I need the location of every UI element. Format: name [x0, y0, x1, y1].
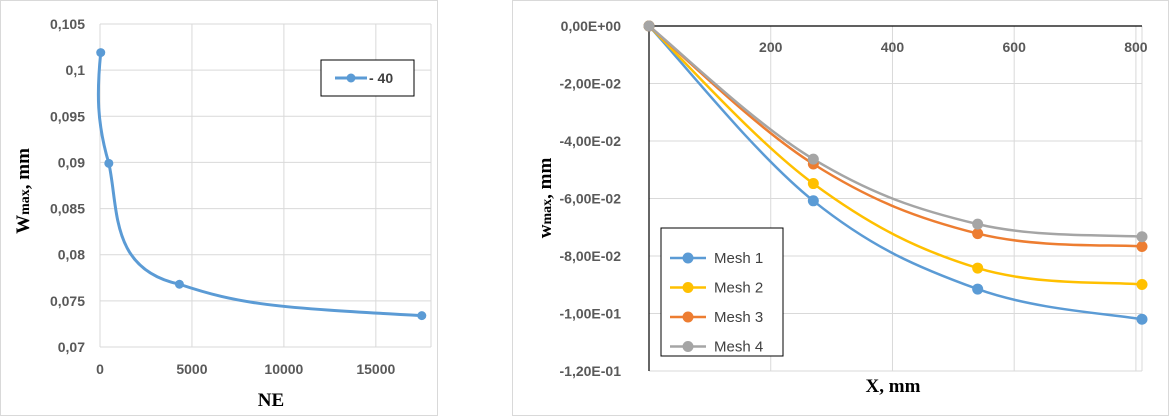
- left-legend-box: [320, 59, 415, 97]
- right-y-tick-label: -2,00E-02: [560, 76, 622, 92]
- right-legend: Mesh 1 Mesh 2 Mesh 3 Mesh 4: [660, 227, 784, 357]
- left-chart: 0,07 0,075 0,08 0,085 0,09 0,095 0,1 0,105 0 500…: [13, 16, 432, 411]
- left-x-tick-labels: 0 5000 10000 15000: [96, 361, 395, 377]
- right-y-tick-label: -4,00E-02: [560, 133, 622, 149]
- right-x-tick-labels: 200 400 600 800: [759, 39, 1148, 55]
- left-y-tick-label: 0,09: [58, 154, 85, 170]
- right-y-tick-label: -8,00E-02: [560, 248, 622, 264]
- right-data-point: [1136, 313, 1148, 325]
- right-x-axis-title: X, mm: [866, 376, 921, 397]
- right-series-line: [648, 25, 1143, 238]
- right-y-tick-label: -1,00E-01: [560, 306, 622, 322]
- right-data-point: [643, 20, 655, 32]
- left-y-tick-label: 0,105: [50, 16, 85, 32]
- left-y-tick-labels: 0,07 0,075 0,08 0,085 0,09 0,095 0,1 0,105: [50, 16, 85, 355]
- left-x-tick-label: 10000: [264, 361, 303, 377]
- left-series-line: [96, 52, 422, 318]
- right-y-tick-label: -1,20E-01: [560, 363, 622, 379]
- left-data-point: [96, 48, 106, 58]
- right-data-point: [972, 228, 984, 240]
- right-data-point: [807, 178, 819, 190]
- right-data-point: [1136, 241, 1148, 253]
- right-y-tick-labels: 0,00E+00 -2,00E-02 -4,00E-02 -6,00E-02 -8,00…: [560, 18, 622, 379]
- left-x-tick-label: 15000: [356, 361, 395, 377]
- left-x-tick-label: 5000: [176, 361, 207, 377]
- left-y-tick-label: 0,08: [58, 247, 85, 263]
- right-series-line: [648, 25, 1143, 248]
- left-y-tick-label: 0,1: [66, 62, 86, 78]
- right-legend-label: Mesh 4: [714, 339, 763, 356]
- right-y-tick-label: 0,00E+00: [561, 18, 622, 34]
- right-x-tick-label: 400: [881, 39, 905, 55]
- right-legend-marker: [682, 282, 694, 293]
- left-x-axis-title: NE: [258, 390, 284, 411]
- left-series: [96, 48, 427, 321]
- right-data-point: [1136, 231, 1148, 243]
- left-y-tick-label: 0,07: [58, 339, 85, 355]
- right-data-point: [972, 283, 984, 295]
- left-y-tick-label: 0,075: [50, 293, 85, 309]
- right-chart-panel: 0,00E+00 -2,00E-02 -4,00E-02 -6,00E-02 -8,00…: [512, 0, 1169, 416]
- left-y-tick-label: 0,095: [50, 108, 85, 124]
- left-data-point: [174, 279, 184, 289]
- right-x-tick-label: 200: [759, 39, 783, 55]
- right-legend-marker: [682, 311, 694, 323]
- left-legend-marker: [346, 73, 356, 83]
- left-chart-panel: 0,07 0,075 0,08 0,085 0,09 0,095 0,1 0,105 0 500…: [0, 0, 438, 416]
- right-x-tick-label: 600: [1003, 39, 1027, 55]
- right-legend-box: [660, 227, 784, 357]
- right-legend-label: Mesh 3: [714, 309, 763, 326]
- left-data-point: [104, 158, 114, 168]
- left-y-axis-title: Wmax, mm: [13, 148, 34, 234]
- left-legend-label: - 40: [369, 70, 393, 86]
- right-y-axis-title: wmax, mm: [535, 158, 556, 239]
- right-data-point: [972, 218, 984, 230]
- right-x-tick-label: 800: [1124, 39, 1148, 55]
- right-data-point: [807, 195, 819, 207]
- right-series-line: [648, 25, 1143, 321]
- right-data-point: [1136, 278, 1148, 290]
- right-data-point: [972, 262, 984, 274]
- left-y-tick-label: 0,085: [50, 201, 85, 217]
- right-series-line: [648, 25, 1143, 286]
- left-legend: - 40: [320, 59, 415, 97]
- right-legend-marker: [682, 252, 694, 264]
- right-chart: 0,00E+00 -2,00E-02 -4,00E-02 -6,00E-02 -8,00…: [535, 18, 1148, 397]
- right-series: [643, 20, 1148, 325]
- left-data-point: [417, 311, 427, 321]
- right-legend-label: Mesh 2: [714, 280, 763, 297]
- right-legend-marker: [682, 341, 694, 352]
- right-y-tick-label: -6,00E-02: [560, 191, 622, 207]
- left-x-tick-label: 0: [96, 361, 104, 377]
- right-data-point: [807, 153, 819, 165]
- right-legend-label: Mesh 1: [714, 250, 763, 267]
